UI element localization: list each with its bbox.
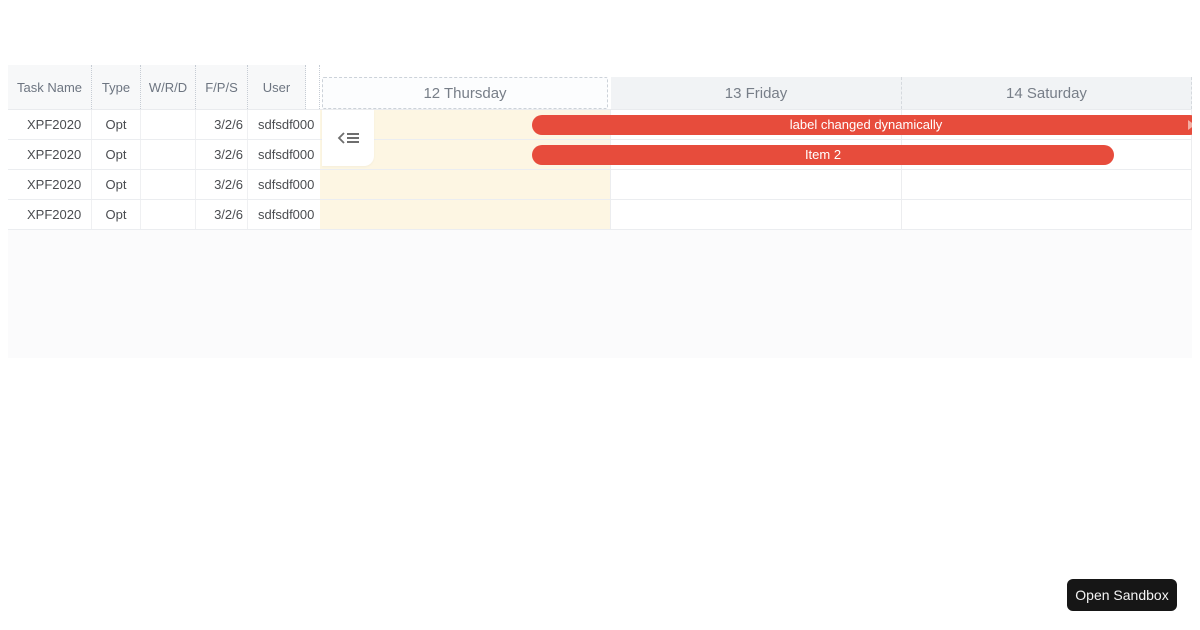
table-row[interactable]: XPF2020 Opt 3/2/6 sdfsdf000 xyxy=(8,170,1192,200)
column-header-filler xyxy=(306,65,320,109)
scale-cell-friday: 13 Friday xyxy=(611,77,901,109)
task-name-cell: XPF2020 xyxy=(8,170,92,199)
column-header-task-name: Task Name xyxy=(8,65,92,109)
user-cell: sdfsdf000 xyxy=(258,177,315,192)
fps-cell: 3/2/6 xyxy=(196,170,248,199)
wrd-cell xyxy=(141,170,196,199)
task-bar[interactable]: label changed dynamically xyxy=(532,115,1192,135)
wrd-cell xyxy=(141,200,196,229)
collapse-grid-icon xyxy=(337,132,359,144)
table-row[interactable]: XPF2020 Opt 3/2/6 sdfsdf000 xyxy=(8,140,1192,170)
type-cell: Opt xyxy=(92,170,141,199)
day-separator xyxy=(901,110,902,230)
column-header-type: Type xyxy=(92,65,141,109)
task-name-cell: XPF2020 xyxy=(8,200,92,229)
column-header-wrd: W/R/D xyxy=(141,65,196,109)
task-name-cell: XPF2020 xyxy=(8,110,92,139)
type-cell: Opt xyxy=(92,200,141,229)
user-cell: sdfsdf000 xyxy=(258,207,315,222)
wrd-cell xyxy=(141,110,196,139)
type-cell: Opt xyxy=(92,110,141,139)
grid-rows: XPF2020 Opt 3/2/6 sdfsdf000 XPF2020 Opt … xyxy=(8,110,1192,230)
arrow-right-icon xyxy=(1188,120,1192,130)
task-bar[interactable]: Item 2 xyxy=(532,145,1114,165)
open-sandbox-button[interactable]: Open Sandbox xyxy=(1067,579,1177,611)
user-cell: sdfsdf000 xyxy=(258,117,315,132)
task-bar-label: Item 2 xyxy=(804,147,842,162)
timeline-header: 12 Thursday 13 Friday 14 Saturday xyxy=(320,65,1192,110)
wrd-cell xyxy=(141,140,196,169)
collapse-grid-button[interactable] xyxy=(322,110,374,166)
fps-cell: 3/2/6 xyxy=(196,200,248,229)
task-bar-label: label changed dynamically xyxy=(789,117,943,132)
grid-header: Task Name Type W/R/D F/P/S User xyxy=(8,65,320,110)
gantt-chart: XPF2020 Opt 3/2/6 sdfsdf000 XPF2020 Opt … xyxy=(8,65,1192,358)
fps-cell: 3/2/6 xyxy=(196,110,248,139)
table-row[interactable]: XPF2020 Opt 3/2/6 sdfsdf000 xyxy=(8,200,1192,230)
task-name-cell: XPF2020 xyxy=(8,140,92,169)
scale-cell-thursday: 12 Thursday xyxy=(322,77,608,109)
scale-cell-saturday: 14 Saturday xyxy=(901,77,1192,109)
user-cell: sdfsdf000 xyxy=(258,147,315,162)
table-row[interactable]: XPF2020 Opt 3/2/6 sdfsdf000 xyxy=(8,110,1192,140)
fps-cell: 3/2/6 xyxy=(196,140,248,169)
type-cell: Opt xyxy=(92,140,141,169)
column-header-fps: F/P/S xyxy=(196,65,248,109)
day-separator xyxy=(610,110,611,230)
column-header-user: User xyxy=(248,65,306,109)
timeline-right-edge xyxy=(1191,110,1192,230)
